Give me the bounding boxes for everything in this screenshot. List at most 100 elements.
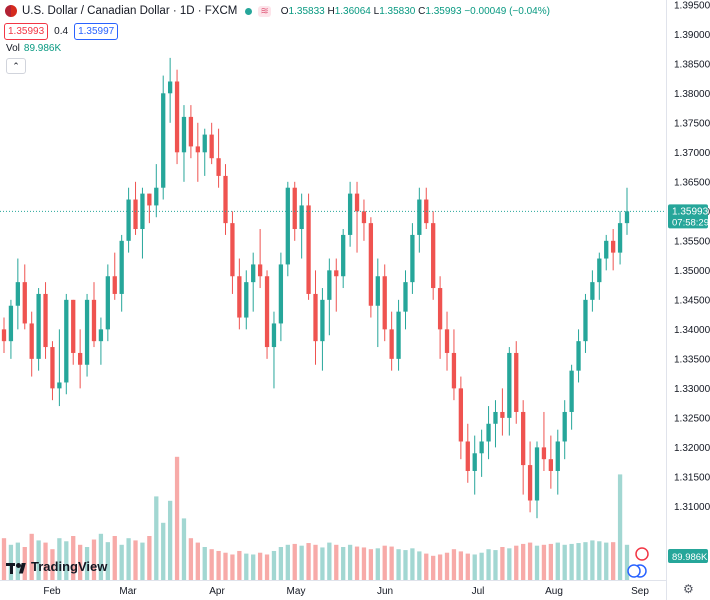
candle	[71, 299, 76, 365]
volume-bar	[257, 552, 263, 580]
candle	[278, 252, 284, 342]
volume-bar	[354, 546, 360, 580]
candle	[244, 270, 249, 330]
candle-body	[244, 282, 249, 318]
volume-bar	[334, 544, 339, 580]
candle-body	[451, 352, 457, 389]
ohlc-values: O1.35833 H1.36064 L1.35830 C1.35993 −0.0…	[280, 5, 550, 17]
candle	[334, 258, 339, 312]
event-flag-icon[interactable]	[627, 564, 641, 578]
volume-bar	[1, 538, 7, 580]
price-axis[interactable]: 1.39500 1.39000 1.38500 1.38000 1.37500 1.370…	[674, 0, 710, 513]
volume-bar	[98, 533, 104, 580]
candle	[424, 187, 429, 230]
candle-body	[382, 276, 387, 330]
x-tick-label: Jun	[377, 586, 393, 597]
candle	[410, 223, 415, 294]
candle	[126, 187, 131, 253]
volume-bar	[527, 542, 533, 580]
volume-bar	[403, 550, 408, 580]
volume-bar	[417, 551, 422, 580]
candle-body	[188, 116, 194, 147]
volume-bar	[244, 553, 249, 580]
candle	[375, 258, 380, 348]
candle-body	[84, 299, 90, 365]
x-tick-label: Jul	[472, 586, 485, 597]
volume-bar	[604, 542, 609, 580]
x-tick-label: Sep	[631, 586, 649, 597]
candle-body	[611, 240, 616, 253]
volume-bar	[569, 543, 574, 580]
candle	[98, 317, 104, 365]
event-flag-icon[interactable]	[635, 547, 649, 561]
buy-button[interactable]: 1.35997	[74, 23, 119, 40]
candle-body	[29, 323, 34, 359]
candle-body	[507, 352, 512, 418]
volume-bar	[285, 544, 290, 580]
volume-bar	[195, 542, 200, 580]
candle	[597, 252, 602, 300]
candle	[77, 329, 83, 389]
candle	[133, 181, 138, 235]
volume-bar	[361, 547, 367, 580]
candle	[167, 57, 173, 123]
candle	[43, 282, 48, 359]
symbol-title[interactable]: U.S. Dollar / Canadian Dollar · 1D · FXC…	[22, 5, 238, 17]
candle	[320, 288, 325, 371]
volume-bar	[181, 518, 187, 580]
time-axis[interactable]: Feb Mar Apr May Jun Jul Aug Sep	[43, 586, 649, 597]
candle	[161, 75, 166, 200]
candle-body	[278, 264, 284, 324]
candle	[216, 128, 221, 188]
volume-bar	[29, 533, 34, 580]
gear-icon[interactable]: ⚙	[683, 582, 694, 596]
candle	[341, 229, 346, 289]
candle-body	[71, 299, 76, 353]
chevron-up-icon[interactable]: ⌃	[6, 58, 26, 74]
candle-body	[292, 187, 297, 230]
candle-body	[237, 276, 242, 318]
volume-bar	[562, 544, 567, 580]
candle-body	[251, 264, 256, 283]
y-tick-label: 1.37500	[674, 118, 710, 129]
candle-body	[216, 158, 221, 176]
volume-bars	[1, 456, 630, 580]
tradingview-logo[interactable]: TradingView	[6, 559, 107, 574]
candles	[1, 57, 630, 519]
volume-bar	[223, 552, 228, 580]
volume-bar	[617, 474, 623, 580]
volume-bar	[320, 547, 325, 580]
candle	[57, 329, 62, 407]
y-tick-label: 1.33500	[674, 354, 710, 365]
market-status-icon[interactable]	[245, 7, 253, 15]
volume-bar	[507, 548, 512, 580]
volume-bar	[161, 522, 166, 580]
volume-bar	[174, 456, 180, 580]
sell-button[interactable]: 1.35993	[4, 23, 49, 40]
candle-body	[389, 329, 394, 359]
trade-buttons: 1.35993 0.4 1.35997	[4, 23, 119, 40]
candle	[285, 181, 290, 277]
volume-bar	[458, 551, 464, 580]
volume-bar	[368, 549, 374, 580]
candle-body	[334, 270, 339, 277]
volume-bar	[389, 546, 394, 580]
candle-body	[458, 388, 464, 442]
candle-body	[299, 205, 304, 230]
volume-bar	[514, 545, 519, 580]
candle	[382, 264, 387, 342]
y-tick-label: 1.38000	[674, 89, 710, 100]
volume-bar	[126, 538, 131, 580]
volume-bar	[410, 548, 415, 580]
flag-icon[interactable]: ≋	[258, 5, 271, 17]
candle	[230, 211, 235, 294]
volume-bar	[71, 536, 76, 580]
volume-label: Vol	[6, 43, 20, 54]
volume-bar	[188, 538, 194, 580]
candle	[306, 193, 311, 300]
spread-value: 0.4	[54, 26, 69, 37]
candle-body	[403, 282, 408, 312]
candle-body	[195, 146, 200, 153]
